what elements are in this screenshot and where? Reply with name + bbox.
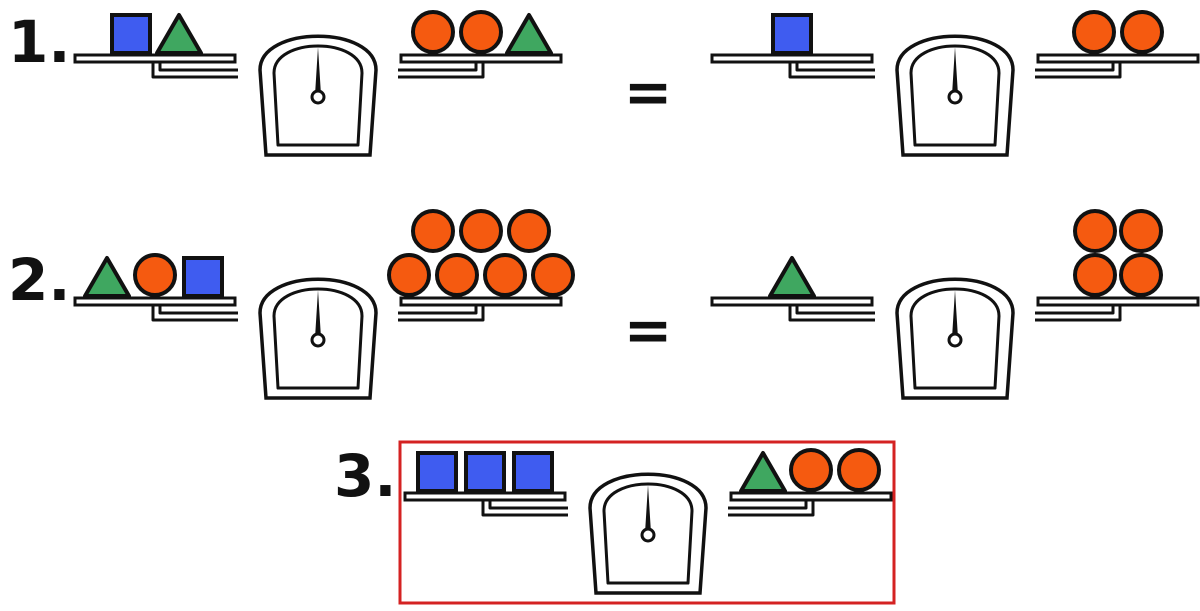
orange-circle-icon [1120, 10, 1164, 54]
orange-circle-icon [411, 209, 455, 253]
orange-circle-icon [507, 209, 551, 253]
row-2-scale-left [73, 209, 575, 400]
green-triangle-icon [83, 256, 131, 298]
row-1-equals-sign: = [624, 58, 673, 126]
row-3-label: 3. [334, 442, 396, 510]
orange-circle-icon [837, 448, 881, 492]
orange-circle-icon [133, 253, 177, 297]
orange-circle-icon [459, 10, 503, 54]
balance-scale-icon [403, 472, 893, 595]
orange-circle-icon [531, 253, 575, 297]
row-1-label: 1. [8, 8, 70, 76]
blue-square-icon [182, 256, 224, 298]
row-2-label: 2. [8, 246, 70, 314]
question-highlight-frame [398, 440, 896, 605]
balance-scale-icon [73, 277, 563, 400]
blue-square-icon [771, 13, 813, 55]
row-1-scale-right [710, 10, 1200, 157]
orange-circle-icon [1072, 10, 1116, 54]
orange-circle-icon [483, 253, 527, 297]
balance-scale-icon [710, 277, 1200, 400]
green-triangle-icon [768, 256, 816, 298]
balance-scale-icon [710, 34, 1200, 157]
orange-circle-icon [435, 253, 479, 297]
blue-square-icon [464, 451, 506, 493]
green-triangle-icon [739, 451, 787, 493]
orange-circle-icon [411, 10, 455, 54]
green-triangle-icon [155, 13, 203, 55]
orange-circle-icon [1119, 209, 1163, 253]
orange-circle-icon [459, 209, 503, 253]
row-2-equals-sign: = [624, 296, 673, 364]
balance-scale-icon [73, 34, 563, 157]
orange-circle-icon [1073, 209, 1117, 253]
blue-square-icon [416, 451, 458, 493]
orange-circle-icon [1119, 253, 1163, 297]
blue-square-icon [110, 13, 152, 55]
orange-circle-icon [789, 448, 833, 492]
row-3-scale [403, 448, 893, 595]
orange-circle-icon [1073, 253, 1117, 297]
row-2-scale-right [710, 209, 1200, 400]
green-triangle-icon [505, 13, 553, 55]
orange-circle-icon [387, 253, 431, 297]
blue-square-icon [512, 451, 554, 493]
row-1-scale-left [73, 10, 563, 157]
